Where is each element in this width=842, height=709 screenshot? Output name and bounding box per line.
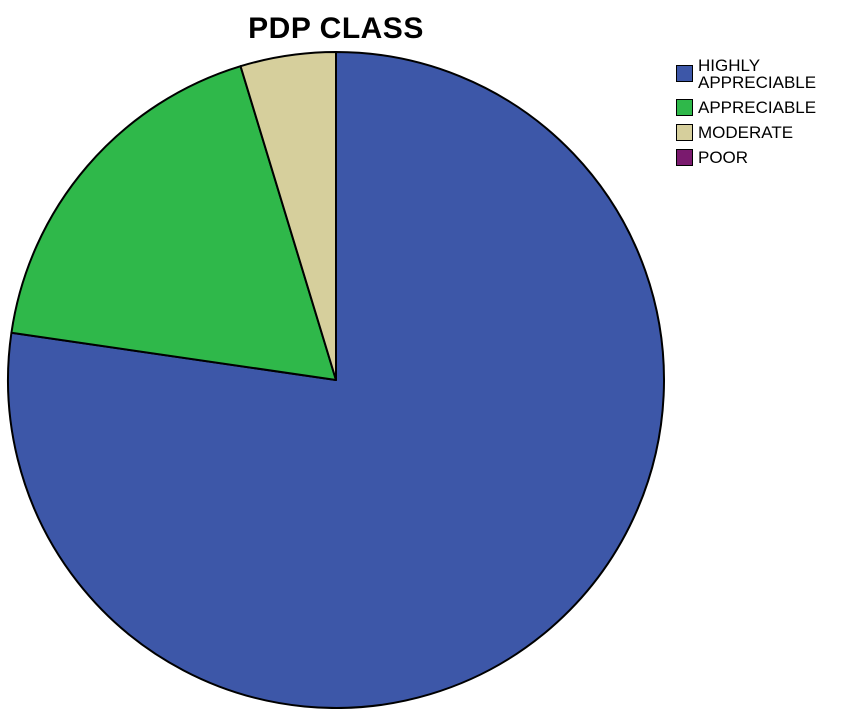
legend-swatch [676, 65, 693, 82]
legend-label: MODERATE [698, 123, 794, 142]
legend-item-moderate: MODERATE [676, 124, 838, 141]
legend-swatch [676, 99, 693, 116]
legend-item-highly-appreciable: HIGHLY APPRECIABLE [676, 57, 838, 91]
legend-label: HIGHLY APPRECIABLE [698, 56, 817, 92]
pie-slice-moderate [239, 51, 337, 381]
chart-legend: HIGHLY APPRECIABLE APPRECIABLE MODERATE POO… [676, 57, 838, 174]
legend-swatch [676, 124, 693, 141]
legend-item-appreciable: APPRECIABLE [676, 99, 838, 116]
chart-title: PDP CLASS [248, 12, 424, 45]
legend-label: APPRECIABLE [698, 98, 817, 117]
legend-item-poor: POOR [676, 149, 838, 166]
pie-slice-appreciable [10, 65, 337, 381]
legend-swatch [676, 149, 693, 166]
legend-label: POOR [698, 148, 749, 167]
pie-slice-highly-appreciable [7, 51, 665, 709]
